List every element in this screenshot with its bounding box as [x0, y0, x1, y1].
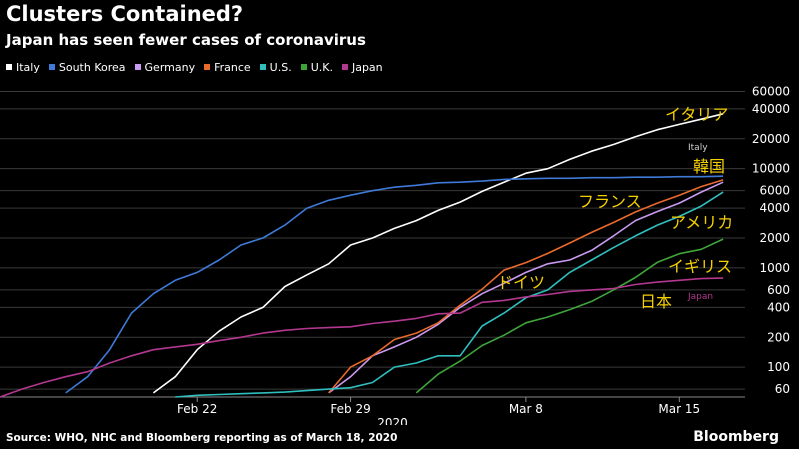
y-tick-label: 40000: [752, 102, 790, 116]
annotation-italy: イタリア: [665, 105, 728, 124]
legend-swatch: [341, 64, 348, 70]
legend-item-italy: Italy: [6, 59, 40, 75]
line-chart: 60 100 200 400 600 1000 2000 4000 6000 10000 20000…: [0, 84, 790, 425]
series-line-france: [328, 179, 724, 394]
source-note: Source: WHO, NHC and Bloomberg reporting…: [6, 432, 398, 444]
y-tick-label: 4000: [759, 201, 790, 215]
annotation-u-s: アメリカ: [670, 213, 733, 232]
series-line-south-korea: [65, 175, 724, 394]
series-line-germany: [328, 181, 724, 394]
annotation-germany: ドイツ: [497, 273, 545, 292]
legend-label: France: [214, 60, 251, 74]
legend-label: Japan: [351, 60, 383, 74]
series-line-u-k: [415, 238, 724, 394]
legend-item-france: France: [204, 59, 251, 75]
legend: Italy South Korea Germany France U.S. U.K. Jap…: [6, 59, 383, 75]
series-line-italy: [152, 113, 724, 394]
y-tick-label: 20000: [752, 132, 790, 146]
legend-label: South Korea: [58, 60, 126, 74]
y-tick-label: 200: [767, 330, 790, 344]
x-axis-label: 2020: [377, 416, 408, 425]
x-tick-label: Feb 22: [177, 402, 217, 416]
legend-swatch: [134, 64, 141, 70]
y-tick-label: 6000: [759, 184, 790, 198]
bloomberg-logo: Bloomberg: [693, 429, 779, 445]
series-label-italy: Italy: [688, 143, 708, 153]
legend-item-germany: Germany: [134, 59, 196, 75]
legend-item-japan: Japan: [341, 59, 383, 75]
annotation-france: フランス: [578, 192, 642, 211]
legend-swatch: [300, 64, 307, 70]
x-tick-label: Feb 29: [330, 402, 370, 416]
legend-label: U.K.: [310, 60, 333, 74]
legend-label: Italy: [16, 60, 40, 74]
legend-swatch: [48, 64, 55, 70]
legend-swatch: [204, 64, 211, 70]
legend-label: U.S.: [269, 60, 292, 74]
y-tick-label: 60: [775, 382, 790, 396]
y-tick-label: 60000: [752, 84, 790, 98]
legend-item-south-korea: South Korea: [48, 59, 126, 75]
legend-item-u-k: U.K.: [300, 59, 333, 75]
x-tick-label: Mar 15: [658, 402, 700, 416]
y-tick-label: 400: [767, 300, 790, 314]
legend-item-u-s: U.S.: [259, 59, 292, 75]
series-label-japan: Japan: [687, 292, 713, 302]
y-tick-label: 2000: [759, 231, 790, 245]
annotation-south-korea: 韓国: [693, 157, 725, 176]
series-line-japan: [0, 277, 724, 398]
y-tick-label: 10000: [752, 162, 790, 176]
y-tick-label: 1000: [759, 261, 790, 275]
x-tick-label: Mar 8: [509, 402, 543, 416]
annotation-japan: 日本: [640, 292, 672, 311]
legend-label: Germany: [144, 60, 196, 74]
y-tick-label: 600: [767, 283, 790, 297]
legend-swatch: [259, 64, 266, 70]
legend-swatch: [6, 64, 12, 70]
annotation-u-k: イギリス: [668, 257, 732, 276]
series-line-u-s: [175, 191, 724, 398]
chart-title: Clusters Contained?: [6, 2, 244, 26]
y-tick-label: 100: [767, 360, 790, 374]
chart-subtitle: Japan has seen fewer cases of coronaviru…: [6, 31, 366, 49]
